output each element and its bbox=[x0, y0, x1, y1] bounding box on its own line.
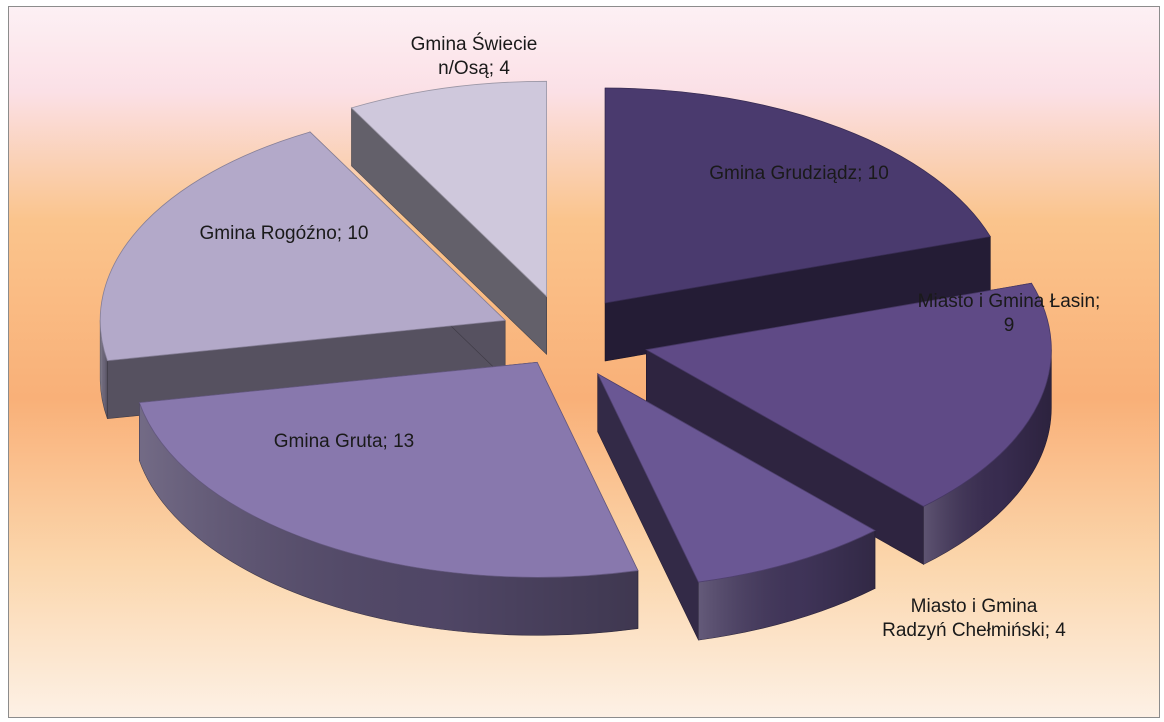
pie-slice-3-top bbox=[596, 372, 876, 583]
pie-slice-5-side-shade bbox=[100, 320, 108, 419]
pie-slice-3-side-shade bbox=[698, 530, 875, 641]
pie-chart: Gmina Grudziądz; 10 Miasto i Gmina Łasin;… bbox=[9, 7, 1159, 717]
slice-label-1-line-1: Gmina Grudziądz; 10 bbox=[709, 163, 889, 184]
slice-label-6: Gmina Świecie n/Osą; 4 bbox=[411, 33, 538, 79]
pie-slice-3 bbox=[596, 372, 876, 641]
pie-slice-1-top bbox=[604, 87, 991, 304]
pie-slice-5-top bbox=[99, 131, 507, 362]
pie-slice-4-top bbox=[138, 361, 639, 578]
pie-slice-2-side-shade bbox=[923, 349, 1052, 565]
slice-label-6-line-2: n/Osą; 4 bbox=[438, 58, 510, 79]
pie-slice-2 bbox=[645, 282, 1052, 565]
slice-label-2-line-2: 9 bbox=[1004, 315, 1015, 336]
pie-slice-5 bbox=[99, 131, 507, 420]
slice-label-2: Miasto i Gmina Łasin; 9 bbox=[918, 291, 1101, 336]
pie-slice-6-top bbox=[350, 80, 547, 298]
slice-label-5-line-1: Gmina Rogóźno; 10 bbox=[200, 223, 369, 244]
pie-slice-4 bbox=[138, 361, 639, 636]
slice-label-6-line-1: Gmina Świecie bbox=[411, 33, 538, 55]
slice-label-4-line-1: Gmina Gruta; 13 bbox=[274, 431, 414, 452]
slice-label-1: Gmina Grudziądz; 10 bbox=[709, 163, 889, 184]
chart-area: Gmina Grudziądz; 10 Miasto i Gmina Łasin;… bbox=[8, 6, 1160, 718]
slice-label-2-line-1: Miasto i Gmina Łasin; bbox=[918, 291, 1101, 312]
slice-label-4: Gmina Gruta; 13 bbox=[274, 431, 414, 452]
slice-label-3-line-2: Radzyń Chełmiński; 4 bbox=[882, 620, 1066, 641]
pie-slice-1 bbox=[604, 87, 991, 362]
slice-label-5: Gmina Rogóźno; 10 bbox=[200, 223, 369, 244]
slice-label-3: Miasto i Gmina Radzyń Chełmiński; 4 bbox=[882, 596, 1066, 641]
pie-slice-2-top bbox=[645, 282, 1052, 507]
pie-slice-6 bbox=[350, 80, 547, 356]
slice-label-3-line-1: Miasto i Gmina bbox=[911, 596, 1038, 617]
